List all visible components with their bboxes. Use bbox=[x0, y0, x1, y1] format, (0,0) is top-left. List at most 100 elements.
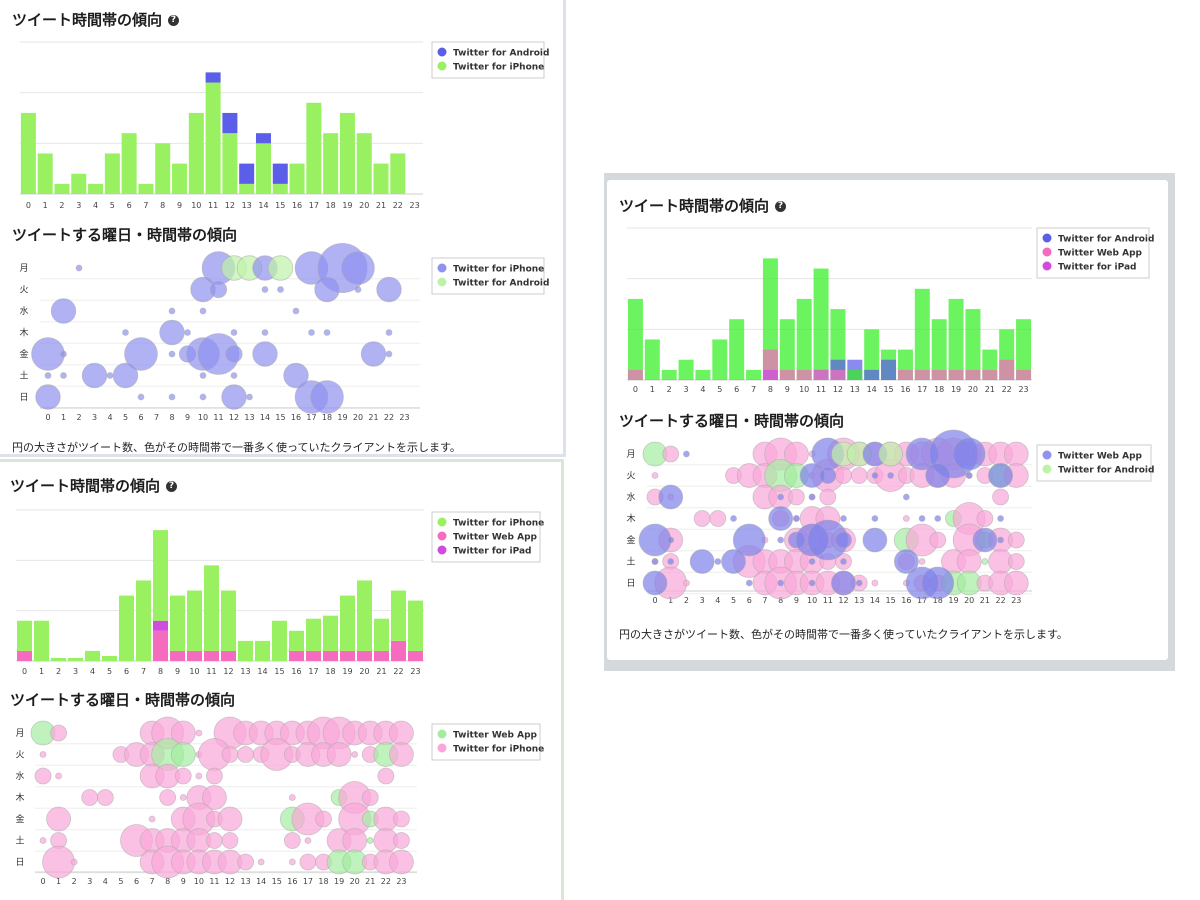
bubble bbox=[206, 832, 223, 849]
bubble bbox=[257, 858, 265, 866]
legend-swatch bbox=[437, 531, 447, 541]
bubble bbox=[992, 488, 1009, 506]
bar bbox=[408, 650, 423, 661]
bubble bbox=[246, 393, 253, 401]
x-tick-label: 15 bbox=[275, 413, 285, 422]
hour-bar-chart: 0 1 2 3 4 5 6 7 8 9 10 11 12 13 14 15 16 17 18 19 20 21 22 23Tw… bbox=[16, 509, 544, 676]
bubble bbox=[148, 815, 156, 823]
x-tick-label: 21 bbox=[376, 667, 386, 676]
x-tick-label: 20 bbox=[350, 877, 360, 886]
x-tick-label: 7 bbox=[751, 385, 756, 394]
bubble bbox=[237, 853, 254, 871]
bar bbox=[153, 630, 168, 661]
bar bbox=[931, 319, 947, 380]
day-label: 土 bbox=[15, 835, 24, 847]
bar bbox=[102, 655, 117, 661]
bubble bbox=[972, 527, 998, 553]
bar bbox=[729, 319, 745, 380]
bubble bbox=[81, 362, 108, 389]
bubble bbox=[840, 558, 847, 565]
bar bbox=[138, 183, 154, 194]
bubble bbox=[651, 472, 659, 479]
bubble bbox=[50, 724, 67, 742]
x-tick-label: 16 bbox=[900, 385, 910, 394]
bubble bbox=[667, 536, 675, 544]
bubble bbox=[96, 789, 114, 806]
bar bbox=[408, 600, 423, 651]
x-tick-label: 17 bbox=[917, 385, 927, 394]
x-tick-label: 7 bbox=[154, 413, 159, 422]
bubble bbox=[956, 549, 982, 574]
bubble bbox=[168, 307, 176, 315]
x-tick-label: 14 bbox=[258, 201, 268, 210]
x-tick-label: 21 bbox=[376, 201, 386, 210]
bar bbox=[119, 595, 134, 661]
help-icon[interactable]: ? bbox=[168, 15, 180, 26]
x-tick-label: 11 bbox=[816, 385, 826, 394]
x-tick-label: 22 bbox=[384, 413, 394, 422]
bar bbox=[187, 590, 202, 651]
day-label: 水 bbox=[626, 491, 635, 503]
x-tick-label: 3 bbox=[73, 667, 78, 676]
x-tick-label: 7 bbox=[141, 667, 146, 676]
bar bbox=[982, 369, 998, 380]
bubble bbox=[46, 806, 71, 832]
legend-label: Twitter for Android bbox=[1058, 235, 1154, 245]
bar bbox=[779, 319, 795, 380]
bubble bbox=[323, 329, 331, 336]
x-tick-label: 21 bbox=[985, 385, 995, 394]
bar bbox=[289, 650, 304, 661]
x-tick-label: 4 bbox=[103, 877, 108, 886]
x-tick-label: 5 bbox=[107, 667, 112, 676]
x-tick-label: 9 bbox=[785, 385, 790, 394]
panel-android-iphone: ツイート時間帯の傾向? 0 1 2 3 4 5 6 7 8 9 10 11 12 13 14 15 16 17 18… bbox=[0, 0, 566, 457]
day-label: 木 bbox=[626, 513, 635, 525]
day-label: 月 bbox=[15, 728, 24, 739]
bubble bbox=[315, 810, 332, 828]
legend-swatch bbox=[437, 61, 447, 71]
bar bbox=[306, 650, 321, 661]
bubble bbox=[871, 515, 879, 522]
x-tick-label: 4 bbox=[107, 413, 112, 422]
bar bbox=[289, 163, 305, 194]
x-tick-label: 4 bbox=[700, 385, 705, 394]
x-tick-label: 23 bbox=[396, 877, 406, 886]
bar bbox=[88, 183, 104, 194]
bubble bbox=[768, 506, 794, 531]
bar bbox=[339, 112, 355, 194]
bubble bbox=[75, 264, 83, 272]
x-tick-label: 15 bbox=[272, 877, 282, 886]
footnote: 円の大きさがツイート数、色がその時間帯で一番多く使っていたクライアントを示します… bbox=[619, 628, 1068, 641]
legend-box bbox=[431, 511, 541, 563]
bubble bbox=[835, 467, 852, 484]
x-tick-label: 4 bbox=[93, 201, 98, 210]
bubble bbox=[693, 510, 711, 527]
x-tick-label: 3 bbox=[87, 877, 92, 886]
day-label: 月 bbox=[626, 449, 635, 460]
x-tick-label: 8 bbox=[158, 667, 163, 676]
x-tick-label: 12 bbox=[225, 201, 235, 210]
x-tick-label: 2 bbox=[667, 385, 672, 394]
bar bbox=[864, 369, 880, 380]
bubble bbox=[81, 789, 99, 806]
bubble bbox=[308, 329, 315, 336]
legend-swatch bbox=[437, 517, 447, 527]
days-title: ツイートする曜日・時間帯の傾向 bbox=[619, 412, 845, 430]
bubble bbox=[288, 794, 296, 801]
day-label: 日 bbox=[15, 857, 24, 868]
bubble bbox=[918, 558, 926, 565]
bubble bbox=[261, 329, 269, 336]
bubble bbox=[60, 372, 67, 379]
legend-label: Twitter Web App bbox=[1058, 249, 1143, 259]
bubble bbox=[202, 785, 227, 810]
x-tick-label: 14 bbox=[870, 596, 880, 605]
x-tick-label: 10 bbox=[799, 385, 809, 394]
bar bbox=[54, 183, 70, 194]
help-icon[interactable]: ? bbox=[166, 481, 178, 492]
bubble bbox=[878, 441, 904, 467]
help-icon[interactable]: ? bbox=[775, 201, 787, 212]
x-tick-label: 9 bbox=[181, 877, 186, 886]
bar bbox=[830, 369, 846, 380]
x-tick-label: 21 bbox=[980, 596, 990, 605]
